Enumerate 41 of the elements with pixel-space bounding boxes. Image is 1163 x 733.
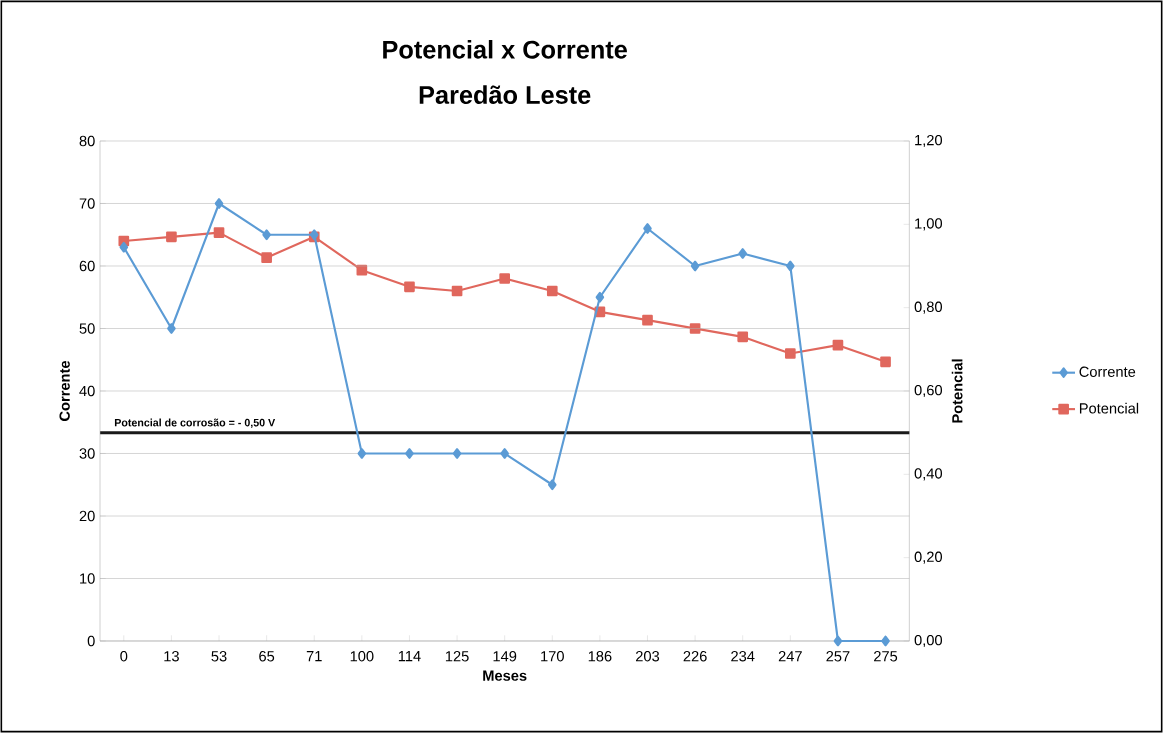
x-tick-label: 0: [120, 651, 128, 662]
y-tick-label: 0: [87, 635, 95, 647]
x-tick-label: 114: [398, 651, 421, 662]
x-tick-label: 226: [683, 651, 707, 662]
x-tick-label: 257: [826, 651, 850, 662]
x-axis-title: Meses: [483, 670, 527, 681]
x-tick-label: 170: [541, 651, 564, 662]
y2-axis-title: Potencial: [951, 359, 963, 423]
y2-tick-label: 0,80: [914, 301, 943, 314]
chart-title: Potencial x Corrente: [383, 40, 627, 59]
ref-line-label: Potencial de corrosão = - 0,50 V: [114, 418, 276, 428]
x-tick-label: 13: [164, 651, 179, 662]
y2-tick-label: 0,40: [914, 468, 943, 481]
chart-subtitle: Paredão Leste: [419, 85, 591, 104]
y-tick-label: 20: [79, 510, 95, 522]
y-tick-label: 40: [79, 385, 95, 397]
x-tick-label: 234: [731, 651, 755, 662]
y-tick-label: 80: [79, 135, 95, 147]
y2-tick-label: 1,00: [915, 218, 943, 231]
x-tick-label: 53: [211, 651, 227, 662]
x-tick-label: 275: [874, 651, 898, 662]
y-axis-title: Corrente: [59, 360, 70, 421]
y2-tick-label: 0,20: [914, 551, 943, 564]
x-tick-label: 186: [588, 651, 612, 662]
y-tick-label: 60: [79, 260, 95, 272]
x-tick-label: 71: [306, 651, 322, 662]
x-tick-label: 100: [350, 651, 374, 662]
y-tick-label: 30: [79, 448, 95, 459]
legend-label: Corrente: [1079, 366, 1136, 377]
x-tick-label: 149: [493, 651, 517, 662]
x-tick-label: 125: [445, 651, 469, 662]
y-tick-label: 50: [79, 323, 95, 334]
y-tick-label: 70: [79, 198, 95, 209]
y2-tick-label: 0,60: [914, 384, 943, 398]
x-tick-label: 65: [259, 651, 275, 662]
x-tick-label: 247: [778, 651, 802, 662]
legend-label: Potencial: [1079, 402, 1139, 414]
x-tick-label: 203: [635, 651, 660, 662]
y2-tick-label: 0,00: [914, 634, 943, 648]
y-tick-label: 10: [80, 573, 95, 584]
y2-tick-label: 1,20: [915, 134, 943, 148]
